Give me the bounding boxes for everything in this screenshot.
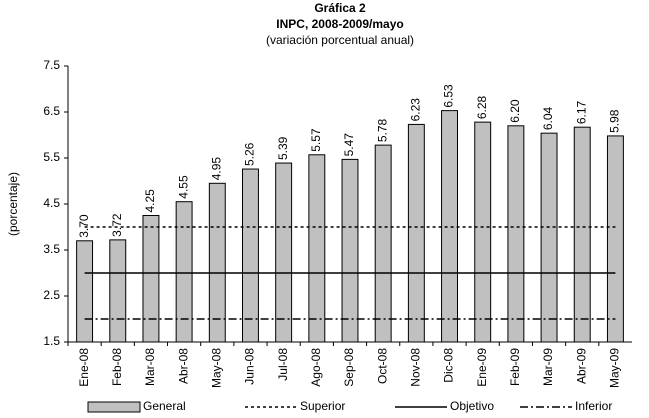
legend-label: Objetivo bbox=[450, 399, 494, 413]
legend-label: Superior bbox=[300, 399, 345, 413]
bar bbox=[606, 135, 624, 343]
bar bbox=[341, 158, 359, 343]
value-label: 6.04 bbox=[541, 106, 555, 130]
value-label: 5.39 bbox=[276, 136, 290, 160]
y-tick-label: 3.5 bbox=[43, 242, 60, 256]
bar bbox=[208, 182, 226, 343]
chart-title: Gráfica 2 bbox=[314, 1, 366, 15]
y-tick-label: 1.5 bbox=[43, 334, 60, 348]
value-label: 4.95 bbox=[209, 157, 223, 181]
bar bbox=[573, 126, 591, 343]
bar bbox=[109, 239, 127, 343]
chart-note: (variación porcentual anual) bbox=[266, 33, 414, 47]
value-label: 5.26 bbox=[243, 142, 257, 166]
x-tick-label: Abr-08 bbox=[176, 348, 190, 384]
x-tick-label: Mar-08 bbox=[143, 348, 157, 386]
value-label: 4.55 bbox=[176, 175, 190, 199]
bar bbox=[175, 201, 193, 343]
y-tick-label: 6.5 bbox=[43, 104, 60, 118]
value-label: 6.28 bbox=[475, 95, 489, 119]
value-label: 5.57 bbox=[309, 128, 323, 152]
x-tick-label: Abr-09 bbox=[574, 348, 588, 384]
legend-label: Inferior bbox=[575, 399, 612, 413]
bar bbox=[374, 144, 392, 343]
y-axis-label: (porcentaje) bbox=[6, 172, 20, 236]
x-tick-label: Ene-09 bbox=[475, 348, 489, 387]
chart-subtitle: INPC, 2008-2009/mayo bbox=[276, 17, 403, 31]
value-label: 6.17 bbox=[574, 100, 588, 124]
x-tick-label: Ene-08 bbox=[77, 348, 91, 387]
x-tick-label: May-09 bbox=[608, 348, 622, 388]
legend-swatch bbox=[87, 401, 141, 413]
x-tick-label: Dic-08 bbox=[442, 348, 456, 383]
value-label: 3.70 bbox=[77, 214, 91, 238]
value-label: 6.53 bbox=[442, 84, 456, 108]
value-label: 6.20 bbox=[508, 99, 522, 123]
x-tick-label: Sep-08 bbox=[342, 348, 356, 387]
bar bbox=[507, 125, 525, 343]
x-tick-label: Ago-08 bbox=[309, 348, 323, 387]
value-label: 4.25 bbox=[143, 189, 157, 213]
bar bbox=[407, 123, 425, 343]
legend-label: General bbox=[143, 399, 186, 413]
bar bbox=[474, 121, 492, 343]
bar bbox=[441, 110, 458, 343]
bar bbox=[275, 162, 293, 343]
bar bbox=[76, 240, 94, 343]
x-tick-label: Feb-08 bbox=[110, 348, 124, 386]
x-tick-label: Nov-08 bbox=[409, 348, 423, 387]
bar bbox=[242, 168, 259, 343]
y-tick-label: 4.5 bbox=[43, 196, 60, 210]
x-tick-label: Jul-08 bbox=[276, 348, 290, 381]
value-label: 6.23 bbox=[409, 98, 423, 122]
value-label: 5.47 bbox=[342, 133, 356, 157]
bar bbox=[308, 154, 326, 343]
y-tick-label: 5.5 bbox=[43, 150, 60, 164]
x-tick-label: Jun-08 bbox=[243, 348, 257, 385]
value-label: 5.98 bbox=[608, 109, 622, 133]
bar bbox=[540, 132, 558, 343]
value-label: 3.72 bbox=[110, 213, 124, 237]
x-tick-label: May-08 bbox=[209, 348, 223, 388]
value-label: 5.78 bbox=[375, 118, 389, 142]
x-tick-label: Feb-09 bbox=[508, 348, 522, 386]
y-tick-label: 2.5 bbox=[43, 288, 60, 302]
x-tick-label: Oct-08 bbox=[375, 348, 389, 384]
bar bbox=[142, 215, 160, 343]
y-tick-label: 7.5 bbox=[43, 58, 60, 72]
x-tick-label: Mar-09 bbox=[541, 348, 555, 386]
